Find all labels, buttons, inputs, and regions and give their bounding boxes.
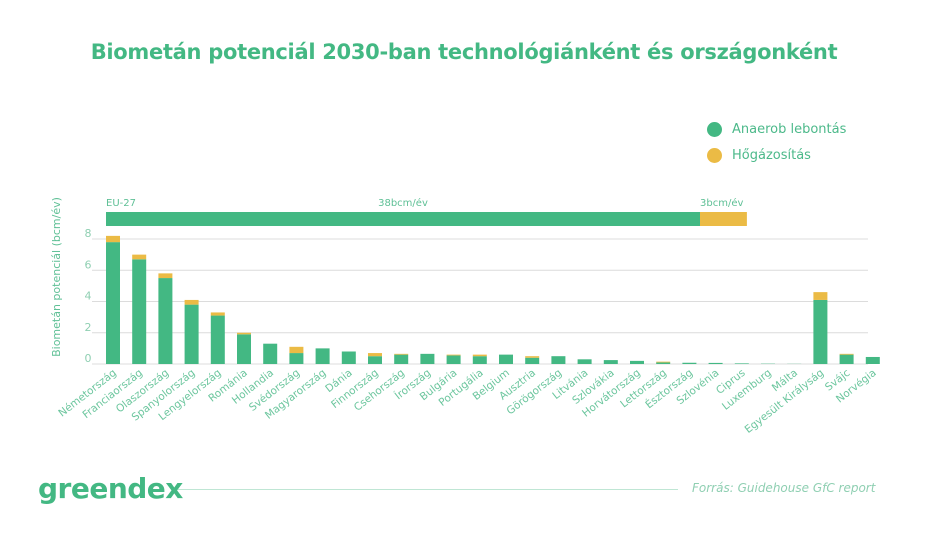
bar-anaerob xyxy=(263,343,278,364)
y-tick-label: 8 xyxy=(85,227,92,240)
bar-hogazositas xyxy=(158,273,173,279)
bar-hogazositas xyxy=(368,353,382,357)
y-axis-ticks: 0 2 4 6 8 xyxy=(85,227,92,365)
eu-segment-label: 3bcm/év xyxy=(700,197,743,209)
bar-anaerob xyxy=(289,353,304,364)
bar-hogazositas xyxy=(184,299,199,305)
bar-anaerob xyxy=(813,299,828,364)
bar-anaerob xyxy=(656,362,671,364)
bar-anaerob xyxy=(603,360,618,364)
bar-hogazositas xyxy=(839,353,854,355)
y-tick-label: 6 xyxy=(85,258,92,271)
eu-segment-anaerob xyxy=(106,212,700,226)
bar-anaerob xyxy=(630,360,644,364)
bars xyxy=(106,235,880,364)
legend-label: Anaerob lebontás xyxy=(732,121,847,137)
bar-anaerob xyxy=(237,334,251,364)
bar-anaerob xyxy=(525,357,540,364)
bar-hogazositas xyxy=(813,292,828,300)
eu-total-label: EU-27 xyxy=(106,198,136,209)
bar-anaerob xyxy=(315,348,330,364)
bar-anaerob xyxy=(839,354,854,364)
bar-anaerob xyxy=(368,356,382,364)
source-note: Forrás: Guidehouse GfC report xyxy=(692,481,876,495)
footer-divider xyxy=(178,489,678,490)
bar-anaerob xyxy=(865,356,880,364)
bar-anaerob xyxy=(394,354,409,364)
bar-anaerob xyxy=(341,351,356,364)
eu-segment-label: 38bcm/év xyxy=(378,197,428,209)
x-axis-labels: NémetországFranciaországOlaszországSpany… xyxy=(56,366,878,436)
bar-anaerob xyxy=(577,359,592,364)
bar-anaerob xyxy=(682,362,697,364)
bar-hogazositas xyxy=(132,254,147,260)
y-tick-label: 4 xyxy=(85,290,92,303)
bar-anaerob xyxy=(446,355,461,364)
legend-label: Hőgázosítás xyxy=(732,147,811,163)
bar-hogazositas xyxy=(210,312,225,316)
bar-anaerob xyxy=(132,259,147,364)
bar-anaerob xyxy=(708,362,723,364)
bar-anaerob xyxy=(106,242,120,364)
bar-anaerob xyxy=(158,278,173,364)
legend-swatch-icon xyxy=(707,121,722,137)
bar-anaerob xyxy=(551,356,566,364)
chart-title: Biometán potenciál 2030-ban technológián… xyxy=(90,40,838,64)
bar-anaerob xyxy=(210,315,225,364)
legend-swatch-icon xyxy=(707,147,722,163)
bar-hogazositas xyxy=(289,346,304,354)
eu-segment-hogazositas xyxy=(700,212,747,226)
eu-total-bar: EU-27 38bcm/év 3bcm/év xyxy=(106,197,747,226)
bar-hogazositas xyxy=(472,354,487,357)
bar-hogazositas xyxy=(106,235,120,243)
y-tick-label: 2 xyxy=(85,321,92,334)
bar-hogazositas xyxy=(446,354,461,356)
bar-anaerob xyxy=(734,363,749,364)
gridlines xyxy=(92,238,868,365)
bar-anaerob xyxy=(499,354,513,364)
bar-hogazositas xyxy=(394,353,409,355)
legend: Anaerob lebontás Hőgázosítás xyxy=(707,116,846,168)
bar-anaerob xyxy=(472,356,487,364)
legend-item-anaerob: Anaerob lebontás xyxy=(707,116,846,142)
bar-hogazositas xyxy=(237,332,251,335)
y-axis-label: Biometán potenciál (bcm/év) xyxy=(50,197,63,357)
greendex-logo: greendex xyxy=(38,472,183,505)
y-tick-label: 0 xyxy=(85,352,92,365)
bar-anaerob xyxy=(420,353,435,364)
legend-item-hogazositas: Hőgázosítás xyxy=(707,142,846,168)
bar-hogazositas xyxy=(656,361,671,363)
bar-hogazositas xyxy=(525,356,540,358)
bar-anaerob xyxy=(184,304,199,364)
